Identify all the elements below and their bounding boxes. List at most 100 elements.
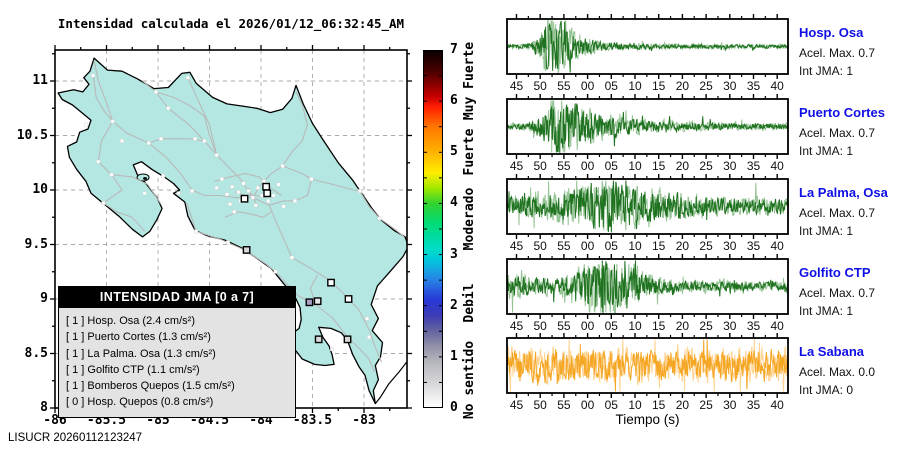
legend-entry: [ 0 ] Hosp. Quepos (0.8 cm/s²): [66, 396, 214, 409]
time-tick-label: 40: [770, 239, 784, 253]
time-tick-label: 40: [770, 79, 784, 93]
time-tick-label: 45: [509, 159, 524, 173]
costa-rica-landmass: [57, 57, 407, 405]
time-tick-label: 45: [509, 79, 524, 93]
legend-entries: [ 1 ] Hosp. Osa (2.4 cm/s²) [ 1 ] Puerto …: [59, 308, 295, 417]
town-dot: [260, 193, 264, 198]
colorbar-word: Debil: [462, 283, 477, 323]
waveform-group: [507, 100, 788, 153]
road-line: [347, 336, 375, 373]
town-dot: [365, 316, 369, 321]
town-dot: [232, 209, 237, 214]
time-tick-label: 45: [509, 398, 524, 412]
time-tick-label: 20: [675, 398, 690, 412]
panama-coastline: [374, 360, 407, 404]
town-dot: [91, 73, 96, 78]
town-dot: [101, 201, 106, 205]
time-tick-label: 15: [652, 239, 666, 253]
time-tick-label: 05: [604, 319, 618, 333]
time-tick-label: 55: [557, 159, 571, 173]
time-tick-label: 40: [770, 398, 784, 412]
colorbar-number: 5: [450, 144, 458, 160]
time-tick-label: 10: [628, 398, 642, 412]
time-tick-label: 05: [604, 398, 618, 412]
road-line: [93, 60, 253, 199]
trace-plot-2: [506, 94, 789, 159]
time-tick-label: 00: [580, 159, 595, 173]
x-tick-label: -83: [352, 413, 376, 428]
waveform-light: [507, 180, 788, 231]
time-tick-label: 50: [533, 398, 547, 412]
time-tick-label: 55: [557, 398, 571, 412]
colorbar-number: 7: [450, 42, 458, 57]
town-dot: [219, 177, 224, 182]
y-tick-label: 9.5: [24, 236, 48, 252]
legend-entry: [ 1 ] Bomberos Quepos (1.5 cm/s²): [66, 380, 235, 393]
station-name: La Sabana: [799, 344, 865, 359]
town-dot: [262, 179, 266, 184]
time-tick-label: 25: [699, 239, 713, 253]
town-dot: [193, 136, 197, 141]
town-dot: [225, 192, 229, 197]
town-dot: [194, 229, 199, 234]
y-tick-label: 10: [32, 182, 48, 197]
town-dot: [110, 119, 115, 124]
time-tick-label: 45: [509, 319, 524, 333]
town-dot: [289, 255, 294, 260]
time-tick-label: 20: [675, 319, 690, 333]
town-dot: [241, 181, 246, 186]
time-tick-label: 45: [509, 239, 524, 253]
trace-frame: [506, 178, 789, 235]
legend-entry: [ 1 ] La Palma. Osa (1.3 cm/s²): [66, 347, 216, 360]
colorbar-number: 1: [450, 348, 458, 364]
town-dot: [214, 185, 219, 190]
time-tick-label: 35: [746, 159, 761, 173]
town-dot: [293, 198, 297, 203]
colorbar-word: No sentido: [462, 340, 477, 419]
time-axis-label: Tiempo (s): [615, 412, 680, 427]
town-dot: [214, 153, 219, 158]
footer-timestamp: LISUCR 20260112123247: [8, 432, 143, 444]
waveform-dark: [507, 103, 788, 153]
town-dot: [202, 139, 207, 143]
town-dot: [154, 90, 158, 94]
legend-entry: [ 1 ] Puerto Cortes (1.3 cm/s²): [66, 331, 211, 344]
town-dot: [367, 335, 372, 340]
town-dot: [230, 184, 235, 189]
road-line: [186, 202, 348, 338]
station-square: [242, 246, 251, 254]
colorbar-number: 2: [450, 297, 458, 313]
map-geography: [55, 50, 407, 408]
station-int-jma: Int JMA: 0: [799, 383, 854, 397]
station-int-jma: Int JMA: 1: [799, 144, 854, 158]
station-square: [344, 295, 353, 303]
time-tick-label: 05: [604, 79, 618, 93]
town-dot: [273, 269, 278, 274]
time-tick-label: 50: [533, 79, 547, 93]
time-tick-label: 10: [628, 159, 642, 173]
waveform-group: [507, 260, 788, 313]
trace-time-labels: 45 50 55 00 05 10 15 20 25 30 35 40: [507, 319, 788, 333]
colorbar-ticks: [423, 75, 443, 383]
time-tick-label: 15: [652, 398, 666, 412]
time-tick-label: 55: [557, 239, 571, 253]
time-tick-label: 50: [533, 159, 547, 173]
time-tick-label: 10: [628, 239, 642, 253]
time-tick-label: 35: [746, 319, 761, 333]
time-tick-label: 20: [675, 159, 690, 173]
time-tick-label: 40: [770, 159, 784, 173]
y-tick-label: 9: [40, 291, 48, 306]
town-dot: [161, 173, 166, 178]
town-dot: [159, 136, 163, 141]
road-line: [111, 174, 162, 205]
town-dot: [246, 189, 251, 193]
colorbar-number: 3: [450, 246, 458, 262]
waveform-light: [507, 339, 788, 392]
trace-time-labels: 45 50 55 00 05 10 15 20 25 30 35 40: [507, 398, 788, 412]
time-tick-label: 00: [580, 239, 595, 253]
time-tick-label: 00: [580, 319, 595, 333]
waveform-dark: [507, 20, 788, 73]
town-dot: [166, 106, 171, 111]
y-tick-label: 8.5: [24, 345, 48, 361]
